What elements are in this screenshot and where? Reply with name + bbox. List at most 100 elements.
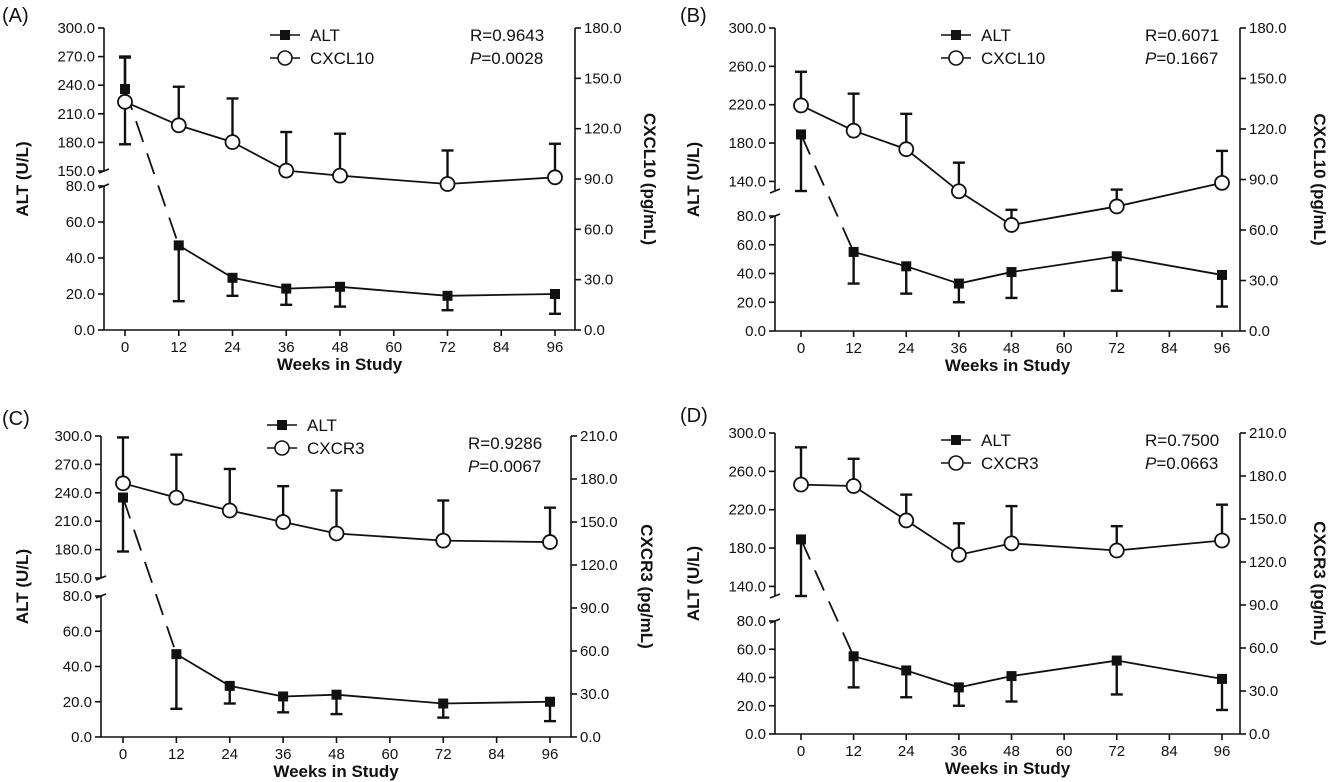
- y-axis-title-right: CXCR3 (pg/mL): [1310, 521, 1329, 646]
- legend-label: CXCL10: [981, 49, 1045, 68]
- y2-tick-label: 0.0: [580, 729, 601, 746]
- x-tick-label: 24: [221, 746, 238, 763]
- p-value-number: =0.0663: [1156, 454, 1218, 473]
- data-point-cxcl10: [547, 169, 563, 186]
- x-tick-label: 12: [845, 743, 862, 760]
- y2-tick-label: 60.0: [1249, 222, 1278, 239]
- x-tick-label: 12: [170, 339, 187, 356]
- legend-marker-square: [951, 435, 961, 445]
- legend-label: ALT: [307, 416, 337, 435]
- p-value-symbol: P: [1145, 49, 1157, 68]
- y2-tick-label: 0.0: [1249, 323, 1270, 340]
- legend-label: ALT: [981, 431, 1011, 450]
- series-line-alt: [853, 251, 1223, 285]
- series-line-cxcl10: [800, 104, 1223, 226]
- data-point-cxcr3: [1214, 532, 1230, 549]
- y2-tick-label: 30.0: [1249, 683, 1278, 700]
- x-tick-label: 36: [278, 339, 295, 356]
- y-tick-label: 210.0: [54, 513, 92, 530]
- data-point-cxcl10: [278, 162, 295, 179]
- y-tick-label: 60.0: [66, 214, 95, 231]
- y2-tick-label: 180.0: [1249, 20, 1287, 37]
- y-tick-label: 40.0: [63, 659, 92, 676]
- y-tick-label: 20.0: [63, 694, 92, 711]
- p-value-symbol: P: [470, 49, 482, 68]
- x-tick-label: 0: [121, 339, 129, 356]
- data-point-alt: [901, 665, 912, 676]
- p-value: P=0.0028: [470, 49, 543, 68]
- data-point-alt: [545, 696, 555, 707]
- y-tick-label: 0.0: [71, 729, 92, 746]
- p-value: P=0.0663: [1145, 454, 1218, 473]
- panel-label: (B): [680, 5, 707, 27]
- data-point-cxcr3: [845, 478, 862, 494]
- legend-label: CXCR3: [981, 454, 1039, 473]
- y-tick-label: 150.0: [57, 163, 95, 180]
- data-point-alt: [796, 534, 806, 545]
- x-tick-label: 72: [435, 746, 452, 763]
- p-value-symbol: P: [468, 457, 480, 476]
- y2-tick-label: 0.0: [584, 322, 605, 339]
- y-tick-label: 260.0: [728, 58, 766, 75]
- y-tick-label: 210.0: [57, 106, 95, 123]
- data-point-alt: [227, 272, 238, 283]
- x-tick-label: 60: [382, 746, 399, 763]
- y-tick-label: 0.0: [745, 323, 766, 340]
- data-point-alt: [848, 246, 859, 257]
- data-point-cxcl10: [1214, 174, 1230, 191]
- y2-tick-label: 60.0: [1249, 640, 1278, 657]
- data-point-alt: [1217, 673, 1227, 684]
- y-tick-label: 0.0: [74, 322, 95, 339]
- y2-tick-label: 30.0: [1249, 273, 1278, 290]
- legend-marker-square: [277, 420, 287, 430]
- legend-marker-circle: [277, 50, 293, 66]
- chart-panel-c: (C)0.020.040.060.080.0150.0180.0210.0240…: [2, 408, 656, 781]
- y-tick-label: 80.0: [66, 178, 95, 195]
- data-point-alt: [953, 682, 964, 693]
- data-point-alt: [1006, 671, 1017, 682]
- y2-tick-label: 90.0: [1249, 597, 1278, 614]
- x-tick-label: 48: [328, 746, 345, 763]
- data-point-cxcr3: [1003, 535, 1020, 552]
- data-point-cxcr3: [950, 546, 967, 563]
- data-point-alt: [171, 649, 182, 660]
- x-tick-label: 84: [1161, 743, 1178, 760]
- chart-panel-a: (A)0.020.040.060.080.0150.0180.0210.0240…: [2, 5, 659, 374]
- correlation-r: R=0.6071: [1145, 26, 1219, 45]
- data-point-cxcl10: [1003, 217, 1020, 233]
- y-tick-label: 20.0: [737, 698, 766, 715]
- y-tick-label: 300.0: [728, 425, 766, 442]
- data-point-cxcl10: [117, 93, 133, 110]
- y-tick-label: 220.0: [728, 502, 766, 519]
- y-axis-title-right: CXCL10 (pg/mL): [640, 113, 659, 245]
- panel-label: (C): [2, 408, 30, 430]
- y-tick-label: 180.0: [57, 134, 95, 151]
- y-tick-label: 240.0: [57, 77, 95, 94]
- data-point-alt: [281, 283, 292, 294]
- y2-tick-label: 60.0: [580, 643, 609, 660]
- data-point-alt: [224, 680, 235, 691]
- series-line-segment-alt: [124, 88, 180, 246]
- legend-label: CXCL10: [310, 49, 374, 68]
- y2-tick-label: 150.0: [1249, 511, 1287, 528]
- y-axis-title-left: ALT (U/L): [684, 546, 703, 621]
- y-tick-label: 60.0: [63, 623, 92, 640]
- y-axis-title-right: CXCR3 (pg/mL): [637, 524, 656, 649]
- data-point-cxcl10: [898, 141, 915, 158]
- data-point-alt: [1111, 251, 1122, 262]
- y-tick-label: 0.0: [745, 726, 766, 743]
- data-point-cxcr3: [115, 475, 131, 492]
- x-tick-label: 60: [1056, 743, 1073, 760]
- y2-tick-label: 180.0: [1249, 468, 1287, 485]
- y2-tick-label: 120.0: [584, 121, 622, 138]
- x-tick-label: 72: [1108, 340, 1125, 357]
- data-point-alt: [442, 290, 453, 301]
- data-point-alt: [848, 651, 859, 662]
- y2-tick-label: 30.0: [580, 686, 609, 703]
- x-tick-label: 96: [1214, 340, 1231, 357]
- data-point-alt: [331, 689, 342, 700]
- legend-label: ALT: [310, 26, 340, 45]
- y-tick-label: 300.0: [57, 20, 95, 37]
- x-tick-label: 96: [1214, 743, 1231, 760]
